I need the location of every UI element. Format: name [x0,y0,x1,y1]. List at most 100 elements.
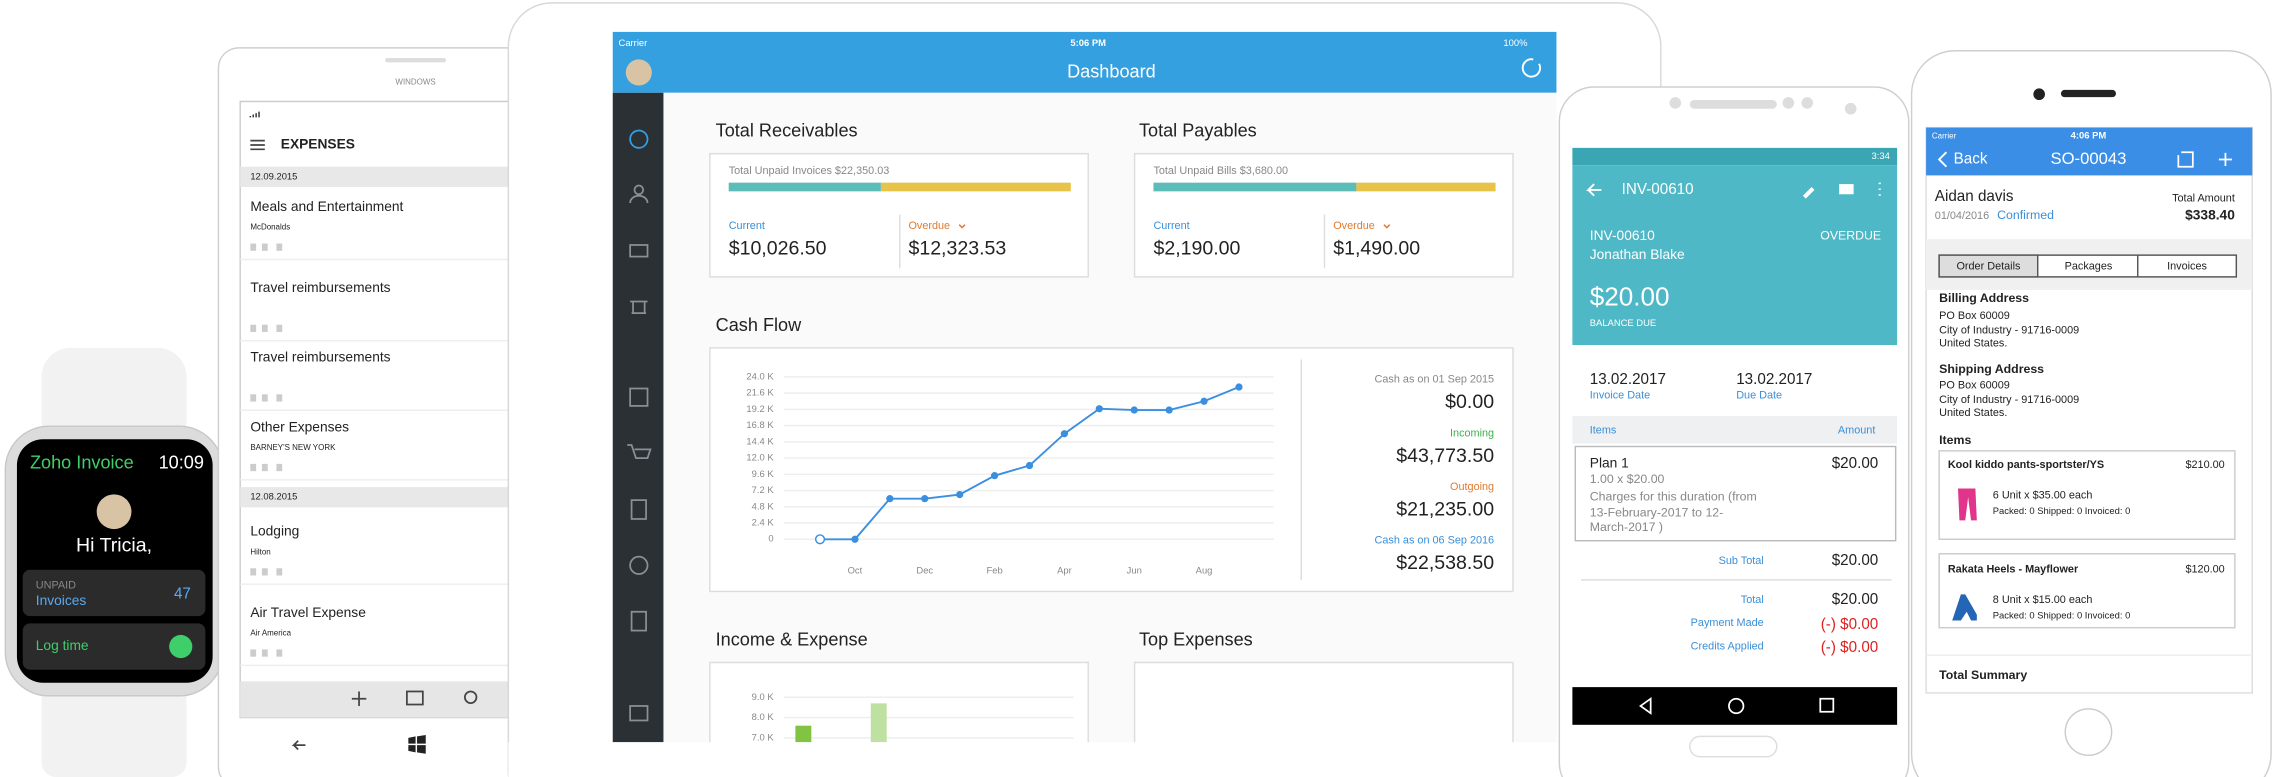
x-tick-label: Aug [1196,565,1213,576]
app-header [1572,165,1898,346]
expense-name: Air Travel Expense [250,605,366,620]
y-tick-label: 14.4 K [746,435,774,446]
label: Payment Made [1691,617,1764,629]
y-tick-label: 12.0 K [746,452,774,463]
label: Cash as on 01 Sep 2015 [1375,374,1495,386]
chevron [1383,224,1391,229]
y-tick-label: 4.8 K [752,500,775,511]
watch-screen [16,439,213,683]
home-button [2064,708,2113,756]
label: Aidan davis [1935,188,2014,205]
label: Total Summary [1939,668,2027,682]
label: PO Box 60009 [1939,310,2010,322]
product-image [1952,594,1977,621]
expense-name: Travel reimbursements [250,280,390,295]
watch-band [41,674,187,777]
progress-bar [728,182,881,192]
items-header [1572,416,1898,444]
x-tick-label: Apr [1057,565,1072,576]
label: Total Unpaid Invoices $22,350.03 [729,165,890,177]
label: SO-00043 [2050,149,2126,168]
label: INV-00610 [1590,228,1655,243]
avatar [96,494,132,530]
tablet-bezel [508,742,1661,777]
card [709,347,1514,593]
item-card [1938,553,2236,629]
label: Amount [1838,424,1875,436]
label: 100% [1503,37,1528,48]
x-tick-label: Oct [848,565,863,576]
expense-name: Meals and Entertainment [250,199,403,214]
label: Packed: 0 Shipped: 0 Invoiced: 0 [1993,610,2131,621]
label: 01/04/2016 [1935,210,1989,222]
label: $120.00 [2185,564,2224,576]
cash-flow-chart: 0 2.4 K 4.8 K 7.2 K 9.6 K 12.0 K 14.4 K 16.8 K 1… [746,370,1274,576]
label: Back [1954,150,1988,167]
selected-tab[interactable] [1938,254,2039,278]
label: $210.00 [2185,459,2224,471]
camera [2033,88,2045,101]
label: Current [1153,220,1189,232]
point [1235,383,1243,391]
label: Zoho Invoice [30,453,134,473]
nav-icons [2177,151,2232,168]
nav-icons [1639,697,1835,715]
label: Credits Applied [1691,640,1764,652]
card [709,661,1089,751]
item-icon [276,649,283,657]
progress-bar [1153,182,1357,192]
point [1060,430,1069,438]
item-icon [261,568,268,576]
y-tick-label: 7.2 K [752,484,775,495]
expense-name: Travel reimbursements [250,350,390,365]
label: Carrier [619,37,648,48]
y-tick-label: 9.0 K [752,691,775,702]
label: 8 Unit x $15.00 each [1993,594,2093,606]
speaker [1689,100,1777,109]
back-icon [1937,151,1948,168]
group-header [240,487,596,508]
group-date: 12.08.2015 [250,491,297,502]
bar [795,725,812,743]
label: City of Industry - 91716-0009 [1939,394,2079,406]
label: Rakata Heels - Mayflower [1948,564,2079,576]
label: Income & Expense [716,630,868,650]
nav-bar [1926,127,2253,176]
label: Kool kiddo pants-sportster/YS [1948,459,2104,471]
camera [1844,102,1857,115]
label: 1.00 x $20.00 [1590,472,1665,486]
label: Plan 1 [1590,456,1629,471]
product-image [1957,488,1977,521]
sensor [1801,97,1814,109]
label: (-) $0.00 [1821,639,1879,656]
refresh-icon [1521,58,1542,78]
point [1165,406,1173,414]
label: $20.00 [1832,455,1879,472]
item-icon [276,463,283,472]
status-bar [1572,147,1898,166]
item-icon [261,463,268,472]
label: WINDOWS [395,78,435,87]
label: Outgoing [1450,481,1494,493]
sidebar [612,92,664,743]
income-expense-chart: 7.0 K 8.0 K 9.0 K [752,691,1074,743]
label: Confirmed [1997,208,2054,222]
item-icon [250,394,257,402]
label: Carrier [1932,131,1957,140]
label: Packed: 0 Shipped: 0 Invoiced: 0 [1993,505,2131,516]
speaker [2060,89,2116,98]
nav-bar [1572,687,1898,725]
label: Cash as on 06 Sep 2016 [1375,535,1495,547]
point [851,535,859,543]
label: Log time [36,638,89,653]
label: (-) $0.00 [1821,616,1879,633]
label: EXPENSES [281,137,355,152]
label: Dashboard [1067,61,1156,81]
label: Current [729,220,765,232]
label: 3:34 [1872,150,1890,161]
card [22,623,206,670]
label: $20.00 [1832,591,1879,608]
label: PO Box 60009 [1939,379,2010,391]
windows-logo [408,734,426,754]
home-key [1689,735,1778,758]
